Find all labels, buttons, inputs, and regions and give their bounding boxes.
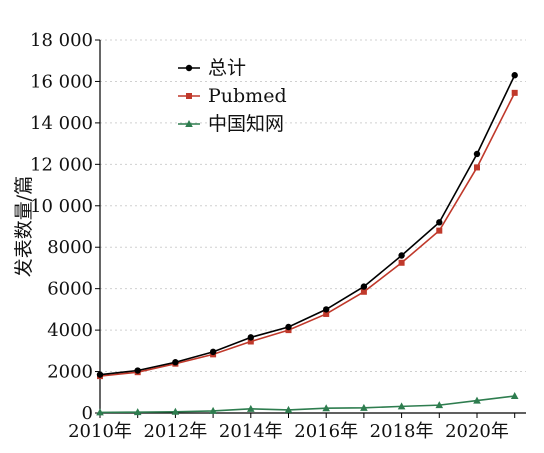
y-tick-label: 16 000 (30, 71, 93, 92)
data-point (96, 371, 104, 378)
data-point (322, 404, 330, 412)
x-tick-label: 2020年 (445, 421, 509, 442)
legend-marker (185, 120, 193, 127)
y-axis-title: 发表数量/篇 (13, 176, 35, 277)
y-tick-label: 0 (82, 403, 93, 424)
legend-marker (186, 93, 192, 99)
data-point (172, 359, 179, 366)
y-tick-label: 6000 (47, 279, 93, 300)
legend: 总计 Pubmed 中国知网 (178, 57, 287, 135)
data-point (473, 396, 481, 404)
data-point (398, 259, 405, 266)
axes: 0 2000 4000 6000 8000 10 000 12 000 14 000 16 00… (30, 30, 526, 442)
y-tick-label: 2000 (47, 362, 93, 383)
legend-label: 中国知网 (208, 113, 284, 135)
series-line-2 (99, 395, 515, 414)
y-tick-label: 14 000 (30, 113, 93, 134)
data-point (323, 310, 330, 317)
data-point (398, 252, 405, 259)
series-1 (97, 89, 518, 380)
data-point (360, 283, 368, 290)
data-point (247, 334, 254, 341)
data-point (360, 288, 367, 295)
data-point (436, 227, 443, 234)
legend-label: Pubmed (208, 85, 287, 107)
x-tick-label: 2016年 (294, 421, 358, 442)
series-group (96, 72, 519, 416)
gridlines (100, 39, 526, 373)
x-tick-label: 2018年 (370, 421, 434, 442)
data-point (96, 408, 104, 416)
data-point (133, 408, 142, 416)
y-tick-label: 18 000 (30, 30, 93, 51)
series-2 (96, 392, 519, 416)
y-tick-label: 12 000 (30, 154, 93, 175)
data-point (322, 306, 330, 313)
data-point (397, 402, 406, 410)
legend-item-1: Pubmed (178, 85, 287, 107)
data-point (473, 150, 481, 158)
x-tick-label: 2012年 (143, 421, 207, 442)
y-tick-label: 10 000 (30, 196, 93, 217)
data-point (171, 407, 180, 415)
series-line-1 (99, 92, 516, 377)
data-point (285, 323, 292, 331)
data-point (473, 164, 480, 171)
data-point (209, 406, 217, 414)
data-point (360, 403, 368, 411)
series-line-0 (99, 74, 516, 376)
data-point (247, 338, 254, 345)
data-point (510, 392, 519, 400)
data-point (284, 405, 293, 413)
y-tick-label: 8000 (47, 237, 93, 258)
legend-marker (185, 64, 193, 72)
data-point (436, 219, 443, 226)
data-point (246, 404, 255, 412)
data-point (511, 89, 518, 96)
data-point (209, 348, 217, 356)
data-point (435, 401, 444, 409)
x-tick-label: 2014年 (219, 421, 283, 442)
series-0 (96, 72, 518, 378)
legend-label: 总计 (208, 57, 246, 79)
x-tick-label: 2010年 (68, 421, 132, 442)
data-point (511, 72, 518, 79)
legend-item-0: 总计 (178, 57, 246, 79)
data-point (134, 367, 141, 374)
legend-item-2: 中国知网 (178, 113, 284, 135)
y-tick-label: 4000 (47, 320, 93, 341)
